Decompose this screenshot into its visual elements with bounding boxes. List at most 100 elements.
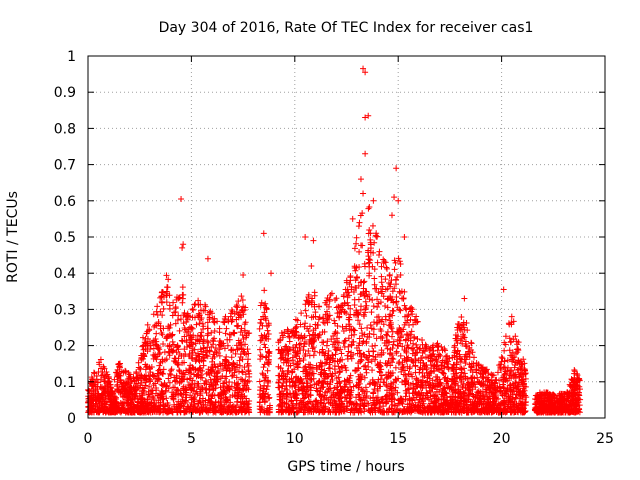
data-point [179,396,186,403]
data-point [126,394,133,401]
data-point [395,197,402,204]
data-point [90,369,97,376]
data-point [310,237,317,244]
data-point [192,366,199,373]
data-point [112,394,119,401]
data-point [334,323,341,330]
data-point [257,337,264,344]
data-point [101,374,108,381]
data-point [159,288,166,295]
data-point [257,346,264,353]
data-point [200,336,207,343]
data-point [88,401,95,408]
data-point [257,319,264,326]
data-point [170,299,177,306]
data-point [169,389,176,396]
data-point [357,291,364,298]
data-point [159,370,166,377]
data-point [234,361,241,368]
data-point [163,299,170,306]
data-point [159,371,166,378]
data-point [156,349,163,356]
data-point [180,312,187,319]
data-point [183,389,190,396]
data-point [211,348,218,355]
data-point [200,325,207,332]
data-point [150,372,157,379]
data-point [457,337,464,344]
data-point [227,347,234,354]
data-point [131,378,138,385]
data-point [183,329,190,336]
data-point [162,406,169,413]
data-point [166,324,173,331]
data-point [191,346,198,353]
data-point [182,408,189,415]
data-point [235,314,242,321]
data-point [202,349,209,356]
data-point [167,321,174,328]
data-point [155,397,162,404]
data-point [228,373,235,380]
x-tick-label: 0 [84,431,93,447]
data-point [239,393,246,400]
data-point [411,334,418,341]
data-point [353,234,360,241]
data-point [148,399,155,406]
data-point [265,391,272,398]
data-point [202,377,209,384]
data-point [378,279,385,286]
data-point [143,364,150,371]
data-point [461,370,468,377]
data-point [461,334,468,341]
data-point [160,401,167,408]
data-point [152,380,159,387]
data-point [213,370,220,377]
data-point [258,299,265,306]
data-point [152,403,159,410]
data-point [206,399,213,406]
data-point [161,379,168,386]
data-point [370,347,377,354]
data-point [233,322,240,329]
data-point [238,325,245,332]
data-point [97,394,104,401]
data-point [293,361,300,368]
data-point [143,340,150,347]
data-point [256,378,263,385]
data-point [175,387,182,394]
data-point [357,176,364,183]
data-point [222,396,229,403]
data-point [150,345,157,352]
data-point [232,409,239,416]
data-point [124,408,131,415]
data-point [265,322,272,329]
data-point [176,327,183,334]
data-point [210,318,217,325]
data-point [206,372,213,379]
data-point [231,330,238,337]
data-point [242,408,249,415]
data-point [401,234,408,240]
data-point [240,346,247,353]
data-point [174,343,181,350]
data-point [133,375,140,382]
data-point [189,306,196,313]
data-point [265,379,272,386]
data-point [152,336,159,343]
data-point [216,352,223,359]
data-point [160,393,167,400]
data-point [197,399,204,406]
data-point [388,212,395,219]
data-point [99,368,106,375]
data-point [166,379,173,386]
data-point [180,383,187,390]
data-point [127,384,134,391]
data-point [219,373,226,380]
data-point [149,393,156,400]
data-point [172,320,179,327]
data-point [197,392,204,399]
data-point [224,342,231,349]
data-point [376,248,383,255]
data-point [257,387,264,394]
